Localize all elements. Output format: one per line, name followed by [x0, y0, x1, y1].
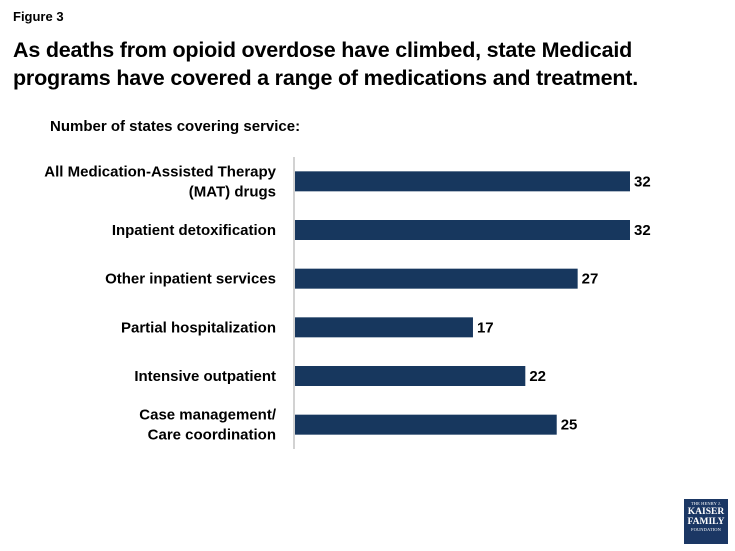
- logo-line-4: FOUNDATION: [691, 527, 721, 532]
- data-label: 32: [634, 173, 651, 190]
- data-label: 27: [582, 271, 599, 288]
- figure-label: Figure 3: [13, 9, 64, 24]
- chart-subtitle: Number of states covering service:: [50, 118, 301, 135]
- category-label: Case management/Care coordination: [139, 407, 277, 444]
- category-label: Other inpatient services: [105, 271, 276, 288]
- kff-logo: THE HENRY J. KAISER FAMILY FOUNDATION: [684, 499, 728, 544]
- category-label: Inpatient detoxification: [112, 222, 276, 239]
- bar: [295, 220, 630, 240]
- category-label: Partial hospitalization: [121, 319, 276, 336]
- category-label: Intensive outpatient: [134, 368, 276, 385]
- bar: [295, 268, 578, 289]
- chart-title: As deaths from opioid overdose have clim…: [13, 38, 639, 90]
- data-label: 25: [561, 417, 578, 434]
- logo-line-3: FAMILY: [687, 517, 725, 527]
- data-label: 17: [477, 319, 494, 336]
- logo-line-2: KAISER: [687, 507, 725, 517]
- category-label: All Medication-Assisted Therapy (MAT) dru…: [44, 163, 276, 200]
- logo-line-1: THE HENRY J.: [690, 501, 722, 506]
- data-label: 32: [634, 222, 651, 239]
- bar: [295, 171, 630, 192]
- data-label: 22: [529, 368, 546, 385]
- bar: [295, 317, 473, 338]
- bar: [295, 414, 557, 435]
- bar: [295, 366, 526, 386]
